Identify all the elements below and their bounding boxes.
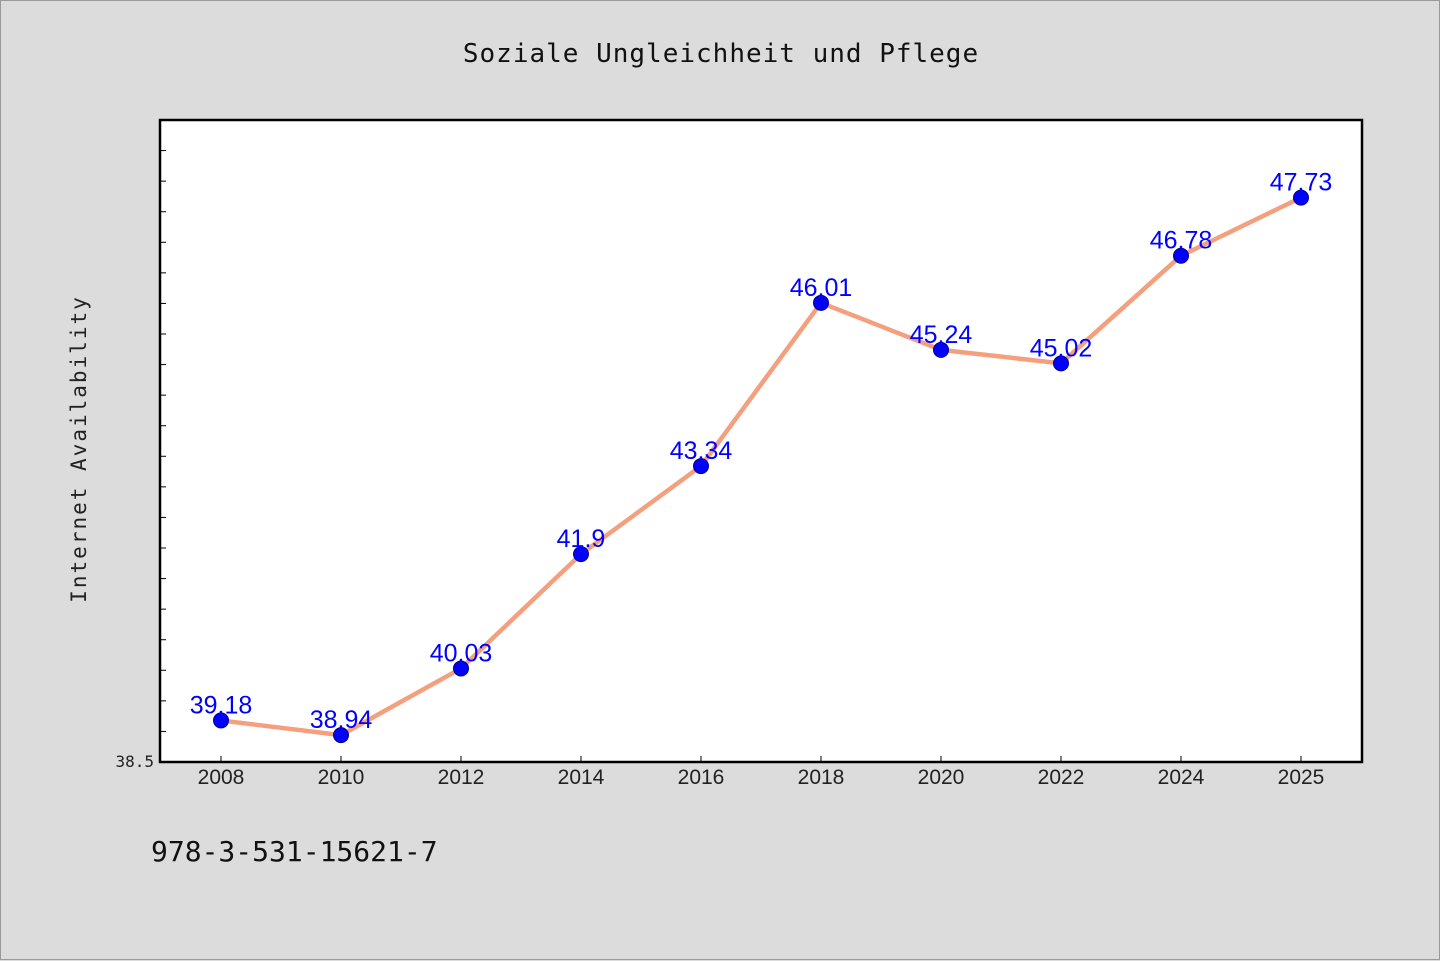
data-label: 45.24 [910, 321, 973, 349]
x-tick-label: 2014 [558, 766, 605, 789]
data-label: 47.73 [1270, 169, 1333, 197]
series-layer: 39.18 38.94 40.03 41.9 43.34 46.01 45.24 45.02 4… [190, 169, 1333, 744]
y-axis-label: Internet Availability [67, 295, 91, 603]
series-line [218, 195, 1304, 738]
data-label: 43.34 [670, 437, 733, 465]
data-label: 46.01 [790, 274, 853, 302]
data-point [813, 294, 829, 311]
y-axis-ticks: 38.5 [115, 119, 166, 771]
x-tick-label: 2022 [1038, 766, 1085, 789]
data-label: 39.18 [190, 691, 253, 719]
isbn-label: 978-3-531-15621-7 [151, 835, 438, 868]
data-point [333, 727, 349, 744]
data-label: 41.9 [557, 525, 606, 553]
x-tick-label: 2016 [678, 766, 725, 789]
data-point [1053, 355, 1069, 372]
x-tick-label: 2012 [438, 766, 485, 789]
data-point [693, 458, 709, 475]
data-point [453, 660, 469, 677]
y-tick-label: 38.5 [115, 752, 154, 771]
data-point [933, 341, 949, 358]
data-label: 46.78 [1150, 227, 1213, 255]
x-tick-label: 2008 [198, 766, 245, 789]
x-tick-label: 2025 [1278, 766, 1325, 789]
data-point [1293, 189, 1309, 206]
data-label: 38.94 [310, 706, 373, 734]
x-tick-label: 2020 [918, 766, 965, 789]
x-tick-label: 2010 [318, 766, 365, 789]
x-axis-ticks: 2008 2010 2012 2014 2016 2018 2020 2022 2024 2025 [198, 756, 1325, 789]
data-point [1173, 247, 1189, 264]
x-tick-label: 2018 [798, 766, 845, 789]
plot-area [158, 118, 1364, 764]
data-point [213, 712, 229, 729]
x-tick-label: 2024 [1158, 766, 1205, 789]
data-label: 45.02 [1030, 334, 1093, 362]
chart-title: Soziale Ungleichheit und Pflege [463, 39, 979, 69]
data-point [573, 546, 589, 563]
data-label: 40.03 [430, 639, 493, 667]
